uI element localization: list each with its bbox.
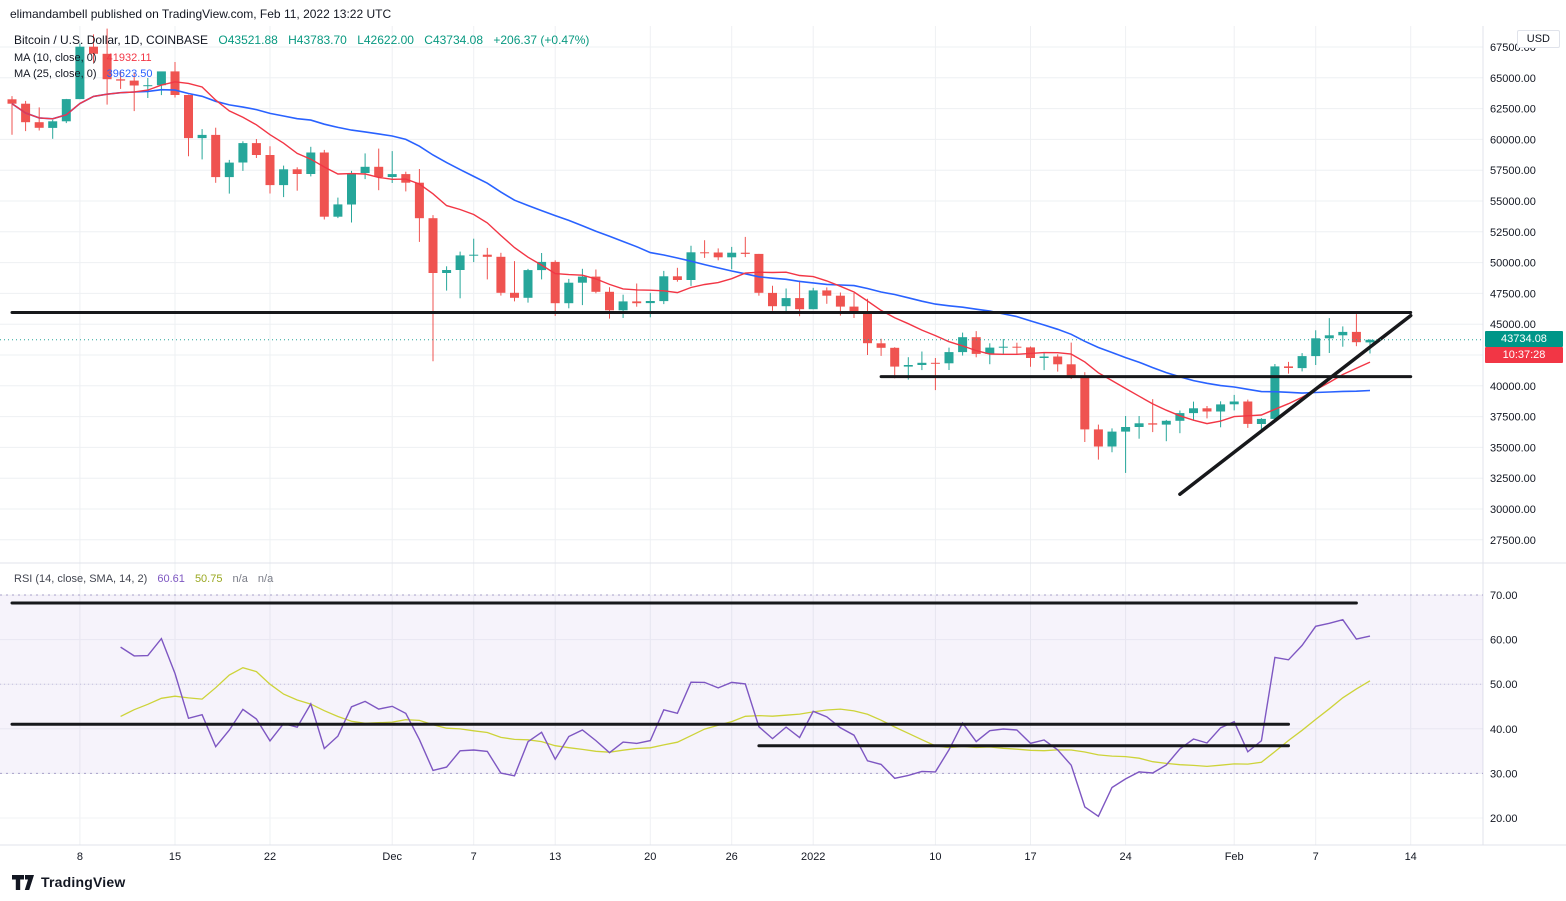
candlesticks	[7, 28, 1375, 473]
svg-text:32500.00: 32500.00	[1490, 473, 1536, 485]
svg-text:10: 10	[929, 851, 941, 863]
moving-average-lines	[11, 81, 1371, 425]
svg-text:60000.00: 60000.00	[1490, 134, 1536, 146]
rsi-lower-band-value: n/a	[257, 573, 274, 585]
change-value: +206.37 (+0.47%)	[493, 33, 590, 47]
svg-text:2022: 2022	[801, 851, 825, 863]
svg-text:15: 15	[169, 851, 181, 863]
rsi-indicator-pane	[0, 594, 1483, 818]
last-price-label: 43734.08	[1485, 331, 1563, 347]
svg-text:7: 7	[1313, 851, 1319, 863]
svg-text:55000.00: 55000.00	[1490, 196, 1536, 208]
svg-text:65000.00: 65000.00	[1490, 73, 1536, 85]
svg-text:30000.00: 30000.00	[1490, 504, 1536, 516]
rsi-legend: RSI (14, close, SMA, 14, 2) 60.61 50.75 …	[14, 573, 273, 585]
ma10-legend: MA (10, close, 0) 41932.11	[14, 52, 152, 64]
svg-text:40000.00: 40000.00	[1490, 381, 1536, 393]
ma10-label: MA (10, close, 0)	[14, 52, 97, 64]
svg-text:Feb: Feb	[1225, 851, 1244, 863]
svg-text:40.00: 40.00	[1490, 724, 1518, 736]
ma10-value: 41932.11	[106, 52, 152, 64]
svg-text:45000.00: 45000.00	[1490, 319, 1536, 331]
ohlc-open: O43521.88	[218, 33, 278, 47]
svg-text:62500.00: 62500.00	[1490, 104, 1536, 116]
svg-text:20.00: 20.00	[1490, 813, 1518, 825]
svg-text:35000.00: 35000.00	[1490, 442, 1536, 454]
ma25-value: 39623.50	[106, 68, 153, 80]
symbol-legend: Bitcoin / U.S. Dollar, 1D, COINBASE O435…	[14, 33, 589, 47]
currency-unit-button[interactable]: USD	[1516, 30, 1560, 48]
svg-text:70.00: 70.00	[1490, 590, 1518, 602]
svg-text:52500.00: 52500.00	[1490, 227, 1536, 239]
svg-text:57500.00: 57500.00	[1490, 165, 1536, 177]
bar-countdown-label: 10:37:28	[1485, 347, 1563, 363]
rsi-upper-band-value: n/a	[232, 573, 248, 585]
svg-text:13: 13	[549, 851, 561, 863]
svg-text:14: 14	[1405, 851, 1417, 863]
ohlc-low: L42622.00	[357, 33, 414, 47]
svg-text:30.00: 30.00	[1490, 768, 1518, 780]
svg-text:50000.00: 50000.00	[1490, 258, 1536, 270]
symbol-title: Bitcoin / U.S. Dollar, 1D, COINBASE	[14, 33, 209, 47]
svg-text:7: 7	[471, 851, 477, 863]
svg-text:Dec: Dec	[382, 851, 402, 863]
trend-lines[interactable]	[10, 311, 1413, 496]
ohlc-close: C43734.08	[424, 33, 483, 47]
svg-text:60.00: 60.00	[1490, 635, 1518, 647]
svg-text:20: 20	[644, 851, 656, 863]
ohlc-high: H43783.70	[288, 33, 347, 47]
svg-text:27500.00: 27500.00	[1490, 535, 1536, 547]
tradingview-branding[interactable]: TradingView	[12, 874, 125, 890]
svg-text:8: 8	[77, 851, 83, 863]
rsi-sma-value: 50.75	[194, 573, 223, 585]
publish-header: elimandambell published on TradingView.c…	[10, 7, 392, 21]
svg-text:17: 17	[1024, 851, 1036, 863]
svg-text:26: 26	[726, 851, 738, 863]
svg-text:50.00: 50.00	[1490, 679, 1518, 691]
svg-text:24: 24	[1119, 851, 1131, 863]
rsi-value: 60.61	[157, 573, 185, 585]
brand-name: TradingView	[41, 874, 126, 890]
svg-text:37500.00: 37500.00	[1490, 412, 1536, 424]
ma25-legend: MA (25, close, 0) 39623.50	[14, 68, 153, 80]
tradingview-logo	[12, 874, 34, 890]
ma25-label: MA (25, close, 0)	[14, 68, 97, 80]
svg-text:47500.00: 47500.00	[1490, 288, 1536, 300]
svg-text:22: 22	[264, 851, 276, 863]
rsi-label: RSI (14, close, SMA, 14, 2)	[14, 573, 148, 585]
